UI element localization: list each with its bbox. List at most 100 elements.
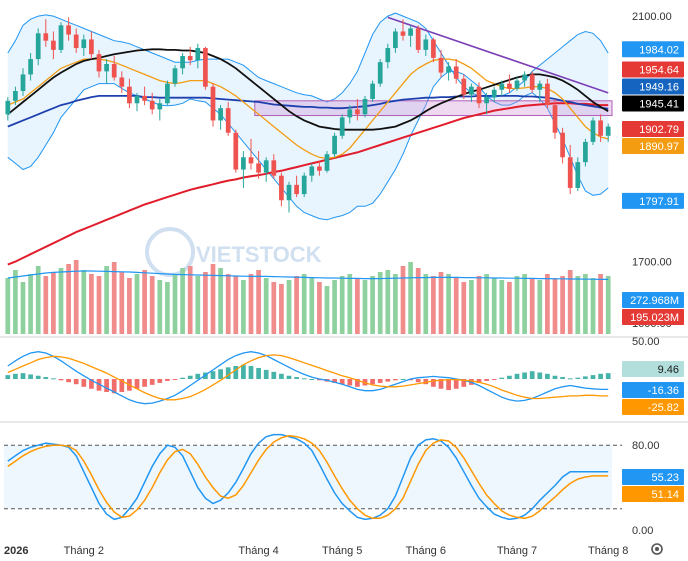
candle[interactable] (507, 74, 512, 93)
macd-histogram-bar[interactable] (165, 379, 170, 381)
price-zone-rectangle[interactable] (254, 100, 613, 117)
macd-histogram-bar[interactable] (263, 369, 269, 379)
macd-histogram-bar[interactable] (461, 379, 467, 387)
volume-bar[interactable] (393, 274, 398, 334)
gear-icon[interactable] (651, 543, 663, 555)
candle[interactable] (35, 28, 41, 66)
volume-bar[interactable] (362, 280, 368, 334)
macd-histogram-bar[interactable] (43, 377, 49, 379)
macd-histogram-bar[interactable] (256, 367, 261, 379)
price-level-label[interactable]: 1902.79 (622, 121, 684, 138)
volume-panel[interactable] (5, 260, 611, 334)
candle[interactable] (134, 92, 140, 112)
macd-histogram-bar[interactable] (560, 377, 565, 379)
price-level-label[interactable]: 1954.64 (622, 61, 684, 78)
volume-bar[interactable] (104, 266, 109, 334)
price-level-label[interactable]: 1984.02 (622, 41, 684, 58)
macd-histogram-bar[interactable] (545, 373, 550, 379)
volume-bar[interactable] (476, 276, 482, 334)
volume-bar[interactable] (13, 270, 18, 334)
candle[interactable] (339, 114, 345, 139)
volume-bar[interactable] (431, 276, 436, 334)
volume-bar[interactable] (165, 282, 170, 334)
candle[interactable] (385, 43, 391, 69)
volume-bar[interactable] (263, 278, 269, 334)
candle[interactable] (324, 151, 330, 173)
candle[interactable] (575, 157, 581, 192)
candle[interactable] (43, 19, 49, 47)
volume-bar[interactable] (377, 272, 383, 334)
macd-histogram-bar[interactable] (400, 379, 406, 380)
volume-bar[interactable] (51, 272, 56, 334)
macd-histogram-bar[interactable] (81, 379, 87, 387)
macd-histogram-bar[interactable] (339, 379, 345, 385)
macd-histogram-bar[interactable] (210, 371, 216, 379)
macd-histogram-bar[interactable] (279, 373, 284, 379)
volume-bar[interactable] (127, 278, 132, 334)
candle[interactable] (248, 138, 254, 170)
candle[interactable] (13, 86, 18, 106)
volume-bar[interactable] (317, 282, 322, 334)
volume-bar[interactable] (605, 276, 611, 334)
price-level-label[interactable]: 1890.97 (622, 138, 684, 155)
macd-histogram-bar[interactable] (355, 379, 360, 387)
macd-level-label[interactable]: 9.46 (622, 361, 684, 377)
volume-bar[interactable] (149, 276, 155, 334)
macd-histogram-bar[interactable] (142, 379, 147, 387)
candle[interactable] (279, 172, 284, 207)
volume-bar[interactable] (210, 264, 216, 334)
volume-bar[interactable] (598, 274, 603, 334)
volume-bar[interactable] (5, 278, 11, 334)
volume-bar[interactable] (142, 270, 147, 334)
volume-bar[interactable] (339, 276, 345, 334)
candle[interactable] (157, 98, 163, 121)
candle[interactable] (491, 86, 497, 103)
volume-bar[interactable] (355, 278, 360, 334)
macd-histogram-bar[interactable] (446, 379, 451, 391)
candle[interactable] (431, 37, 436, 63)
macd-histogram-bar[interactable] (73, 379, 79, 385)
candle[interactable] (127, 78, 132, 109)
volume-bar[interactable] (408, 262, 413, 334)
candle[interactable] (514, 77, 520, 91)
volume-bar[interactable] (507, 282, 512, 334)
candle[interactable] (347, 105, 353, 124)
volume-bar[interactable] (469, 280, 474, 334)
volume-level-label[interactable]: 272.968M (622, 292, 684, 308)
macd-histogram-bar[interactable] (241, 364, 246, 379)
macd-histogram-bar[interactable] (218, 369, 223, 379)
candle[interactable] (218, 105, 223, 130)
volume-bar[interactable] (294, 276, 299, 334)
volume-bar[interactable] (111, 262, 117, 334)
candle[interactable] (545, 78, 550, 109)
candle[interactable] (537, 80, 543, 103)
macd-histogram-bar[interactable] (377, 379, 383, 383)
macd-histogram-bar[interactable] (286, 375, 292, 379)
candle[interactable] (225, 102, 231, 136)
macd-histogram-bar[interactable] (605, 373, 611, 379)
candle[interactable] (286, 181, 292, 213)
price-level-label[interactable]: 1945.41 (622, 95, 684, 112)
volume-bar[interactable] (286, 280, 292, 334)
volume-bar[interactable] (567, 270, 573, 334)
macd-histogram-bar[interactable] (248, 366, 254, 379)
stochastic-level-label[interactable]: 51.14 (622, 486, 684, 502)
macd-histogram-bar[interactable] (393, 379, 398, 381)
macd-histogram-bar[interactable] (89, 379, 94, 389)
macd-histogram-bar[interactable] (225, 367, 231, 379)
volume-bar[interactable] (423, 274, 429, 334)
volume-bar[interactable] (241, 280, 246, 334)
volume-bar[interactable] (66, 264, 71, 334)
volume-bar[interactable] (491, 278, 497, 334)
macd-histogram-bar[interactable] (583, 376, 588, 379)
macd-histogram-bar[interactable] (598, 373, 603, 379)
candle[interactable] (461, 74, 467, 99)
candle[interactable] (552, 98, 558, 139)
candle[interactable] (111, 56, 117, 81)
candle[interactable] (377, 59, 383, 87)
volume-bar[interactable] (309, 278, 315, 334)
volume-bar[interactable] (134, 274, 140, 334)
volume-bar[interactable] (590, 278, 596, 334)
candle[interactable] (28, 52, 33, 81)
candle[interactable] (20, 68, 26, 96)
